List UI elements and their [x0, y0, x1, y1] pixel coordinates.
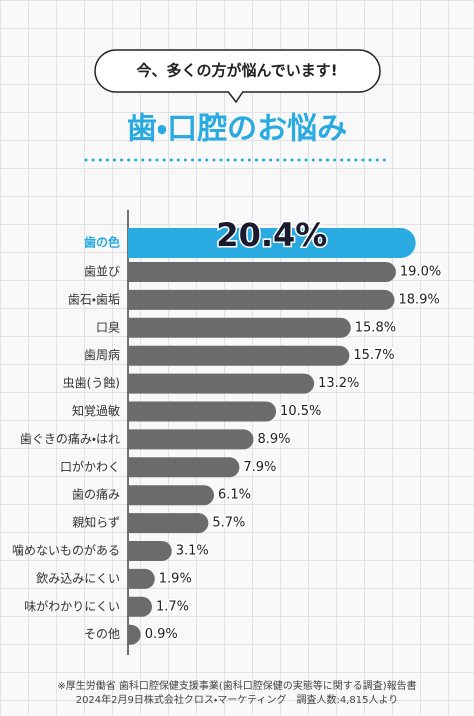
bar	[128, 317, 351, 338]
value-label: 6.1%	[218, 488, 251, 503]
category-label: 味がわかりにくい	[24, 598, 120, 613]
category-label: 歯並び	[84, 265, 120, 279]
value-label: 13.2%	[318, 376, 359, 391]
bar	[128, 429, 254, 450]
category-label: 歯の痛み	[72, 488, 120, 502]
value-label: 5.7%	[212, 516, 245, 531]
subtitle: 今、多くの方が悩んでいます!	[136, 62, 337, 80]
category-label: その他	[84, 627, 120, 641]
value-label: 1.9%	[159, 571, 192, 586]
chart-title: 歯・口腔のお悩み	[127, 112, 347, 147]
bar	[128, 485, 215, 506]
value-label: 18.9%	[398, 292, 439, 307]
category-label: 虫歯(う蝕)	[63, 376, 120, 390]
value-label: 0.9%	[145, 627, 178, 642]
bar	[128, 345, 350, 366]
bar	[128, 596, 152, 617]
value-label: 8.9%	[257, 432, 290, 447]
value-label: 7.9%	[243, 460, 276, 475]
category-label: 歯ぐきの痛み・はれ	[20, 432, 120, 446]
bar	[128, 541, 172, 561]
value-label: 15.8%	[355, 320, 396, 335]
value-label: 15.7%	[353, 348, 394, 363]
value-label: 20.4%	[216, 216, 327, 254]
bar	[128, 401, 277, 422]
category-label: 親知らず	[72, 516, 120, 530]
category-label: 歯周病	[84, 348, 120, 362]
category-label: 口がかわく	[60, 459, 120, 474]
value-label: 10.5%	[280, 404, 321, 419]
value-label: 1.7%	[156, 599, 189, 614]
bar	[128, 228, 416, 258]
category-label: 歯の色	[84, 235, 120, 250]
bubble-tail	[227, 91, 244, 104]
category-label: 噛めないものがある	[12, 543, 120, 558]
value-label: 3.1%	[176, 544, 209, 559]
bar	[128, 289, 395, 310]
bar	[128, 457, 240, 478]
category-label: 口臭	[96, 320, 120, 334]
bar	[128, 568, 155, 589]
footnote: 2024年2月9日株式会社クロス・マーケティング 調査人数:4,815人より	[76, 693, 399, 706]
bar	[128, 262, 396, 282]
bar	[128, 513, 209, 534]
category-label: 飲み込みにくい	[36, 570, 120, 585]
footnote: ※厚生労働省 歯科口腔保健支援事業(歯科口腔保健の実態等に関する調査)報告書	[57, 679, 416, 692]
category-label: 知覚過敏	[72, 404, 120, 418]
bar	[128, 373, 315, 394]
category-label: 歯石・歯垢	[68, 292, 120, 306]
bar	[128, 624, 141, 645]
value-label: 19.0%	[400, 265, 441, 280]
